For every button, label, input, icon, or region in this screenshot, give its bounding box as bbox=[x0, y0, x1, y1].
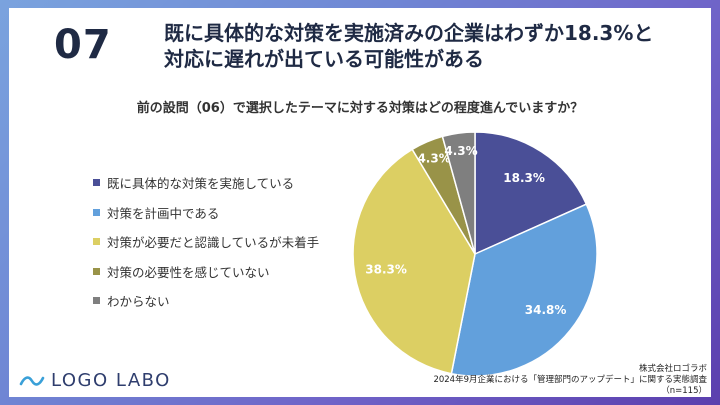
pie-data-label: 38.3% bbox=[365, 263, 407, 277]
legend-item: 対策を計画中である bbox=[93, 198, 319, 228]
pie-chart: 18.3% 34.8% 38.3% 4.3%4.3% bbox=[352, 131, 598, 377]
title-line-1: 既に具体的な対策を実施済みの企業はわずか18.3%と bbox=[164, 21, 654, 45]
source-survey: 2024年9月企業における「管理部門のアップデート」に関する実態調査 bbox=[433, 375, 707, 385]
slide-number: 07 bbox=[54, 22, 112, 68]
legend-swatch bbox=[93, 238, 100, 246]
source-company: 株式会社ロゴラボ bbox=[638, 364, 707, 374]
logo-wave-icon bbox=[19, 375, 45, 386]
source-note: 株式会社ロゴラボ 2024年9月企業における「管理部門のアップデート」に関する実… bbox=[433, 364, 707, 397]
legend-label: わからない bbox=[107, 294, 170, 310]
pie-data-label: 4.3% bbox=[444, 144, 477, 158]
pie-slice bbox=[474, 131, 588, 256]
legend-label: 対策が必要だと認識しているが未着手 bbox=[107, 235, 320, 251]
legend-item: 対策が必要だと認識しているが未着手 bbox=[93, 227, 319, 257]
chart-title: 前の設問（06）で選択したテーマに対する対策はどの程度進んでいますか？ bbox=[136, 101, 584, 116]
source-sample: （n=115） bbox=[661, 386, 707, 396]
logo-text: LOGO LABO bbox=[51, 370, 171, 391]
pie-slice bbox=[441, 131, 476, 255]
legend-label: 対策の必要性を感じていない bbox=[107, 264, 270, 280]
pie-data-label: 34.8% bbox=[525, 303, 567, 317]
legend-label: 対策を計画中である bbox=[107, 205, 220, 221]
legend-swatch bbox=[93, 297, 100, 305]
legend-item: わからない bbox=[93, 286, 319, 316]
legend-swatch bbox=[93, 208, 100, 216]
pie-slice bbox=[450, 203, 598, 377]
title-line-2: 対応に遅れが出ている可能性がある bbox=[164, 47, 484, 71]
slide-title: 既に具体的な対策を実施済みの企業はわずか18.3%と 対応に遅れが出ている可能性… bbox=[164, 20, 704, 72]
legend-swatch bbox=[93, 267, 100, 275]
slide-card: 07 既に具体的な対策を実施済みの企業はわずか18.3%と 対応に遅れが出ている… bbox=[9, 8, 711, 397]
pie-slice bbox=[352, 148, 476, 375]
pie-data-label: 4.3% bbox=[417, 152, 450, 166]
legend-item: 既に具体的な対策を実施している bbox=[93, 168, 319, 198]
legend-label: 既に具体的な対策を実施している bbox=[107, 176, 295, 192]
logo: LOGO LABO bbox=[19, 370, 171, 391]
legend-swatch bbox=[93, 179, 100, 187]
legend-item: 対策の必要性を感じていない bbox=[93, 257, 319, 287]
pie-data-label: 18.3% bbox=[503, 171, 545, 185]
chart-legend: 既に具体的な対策を実施している 対策を計画中である対策が必要だと認識しているが未着… bbox=[93, 168, 319, 316]
